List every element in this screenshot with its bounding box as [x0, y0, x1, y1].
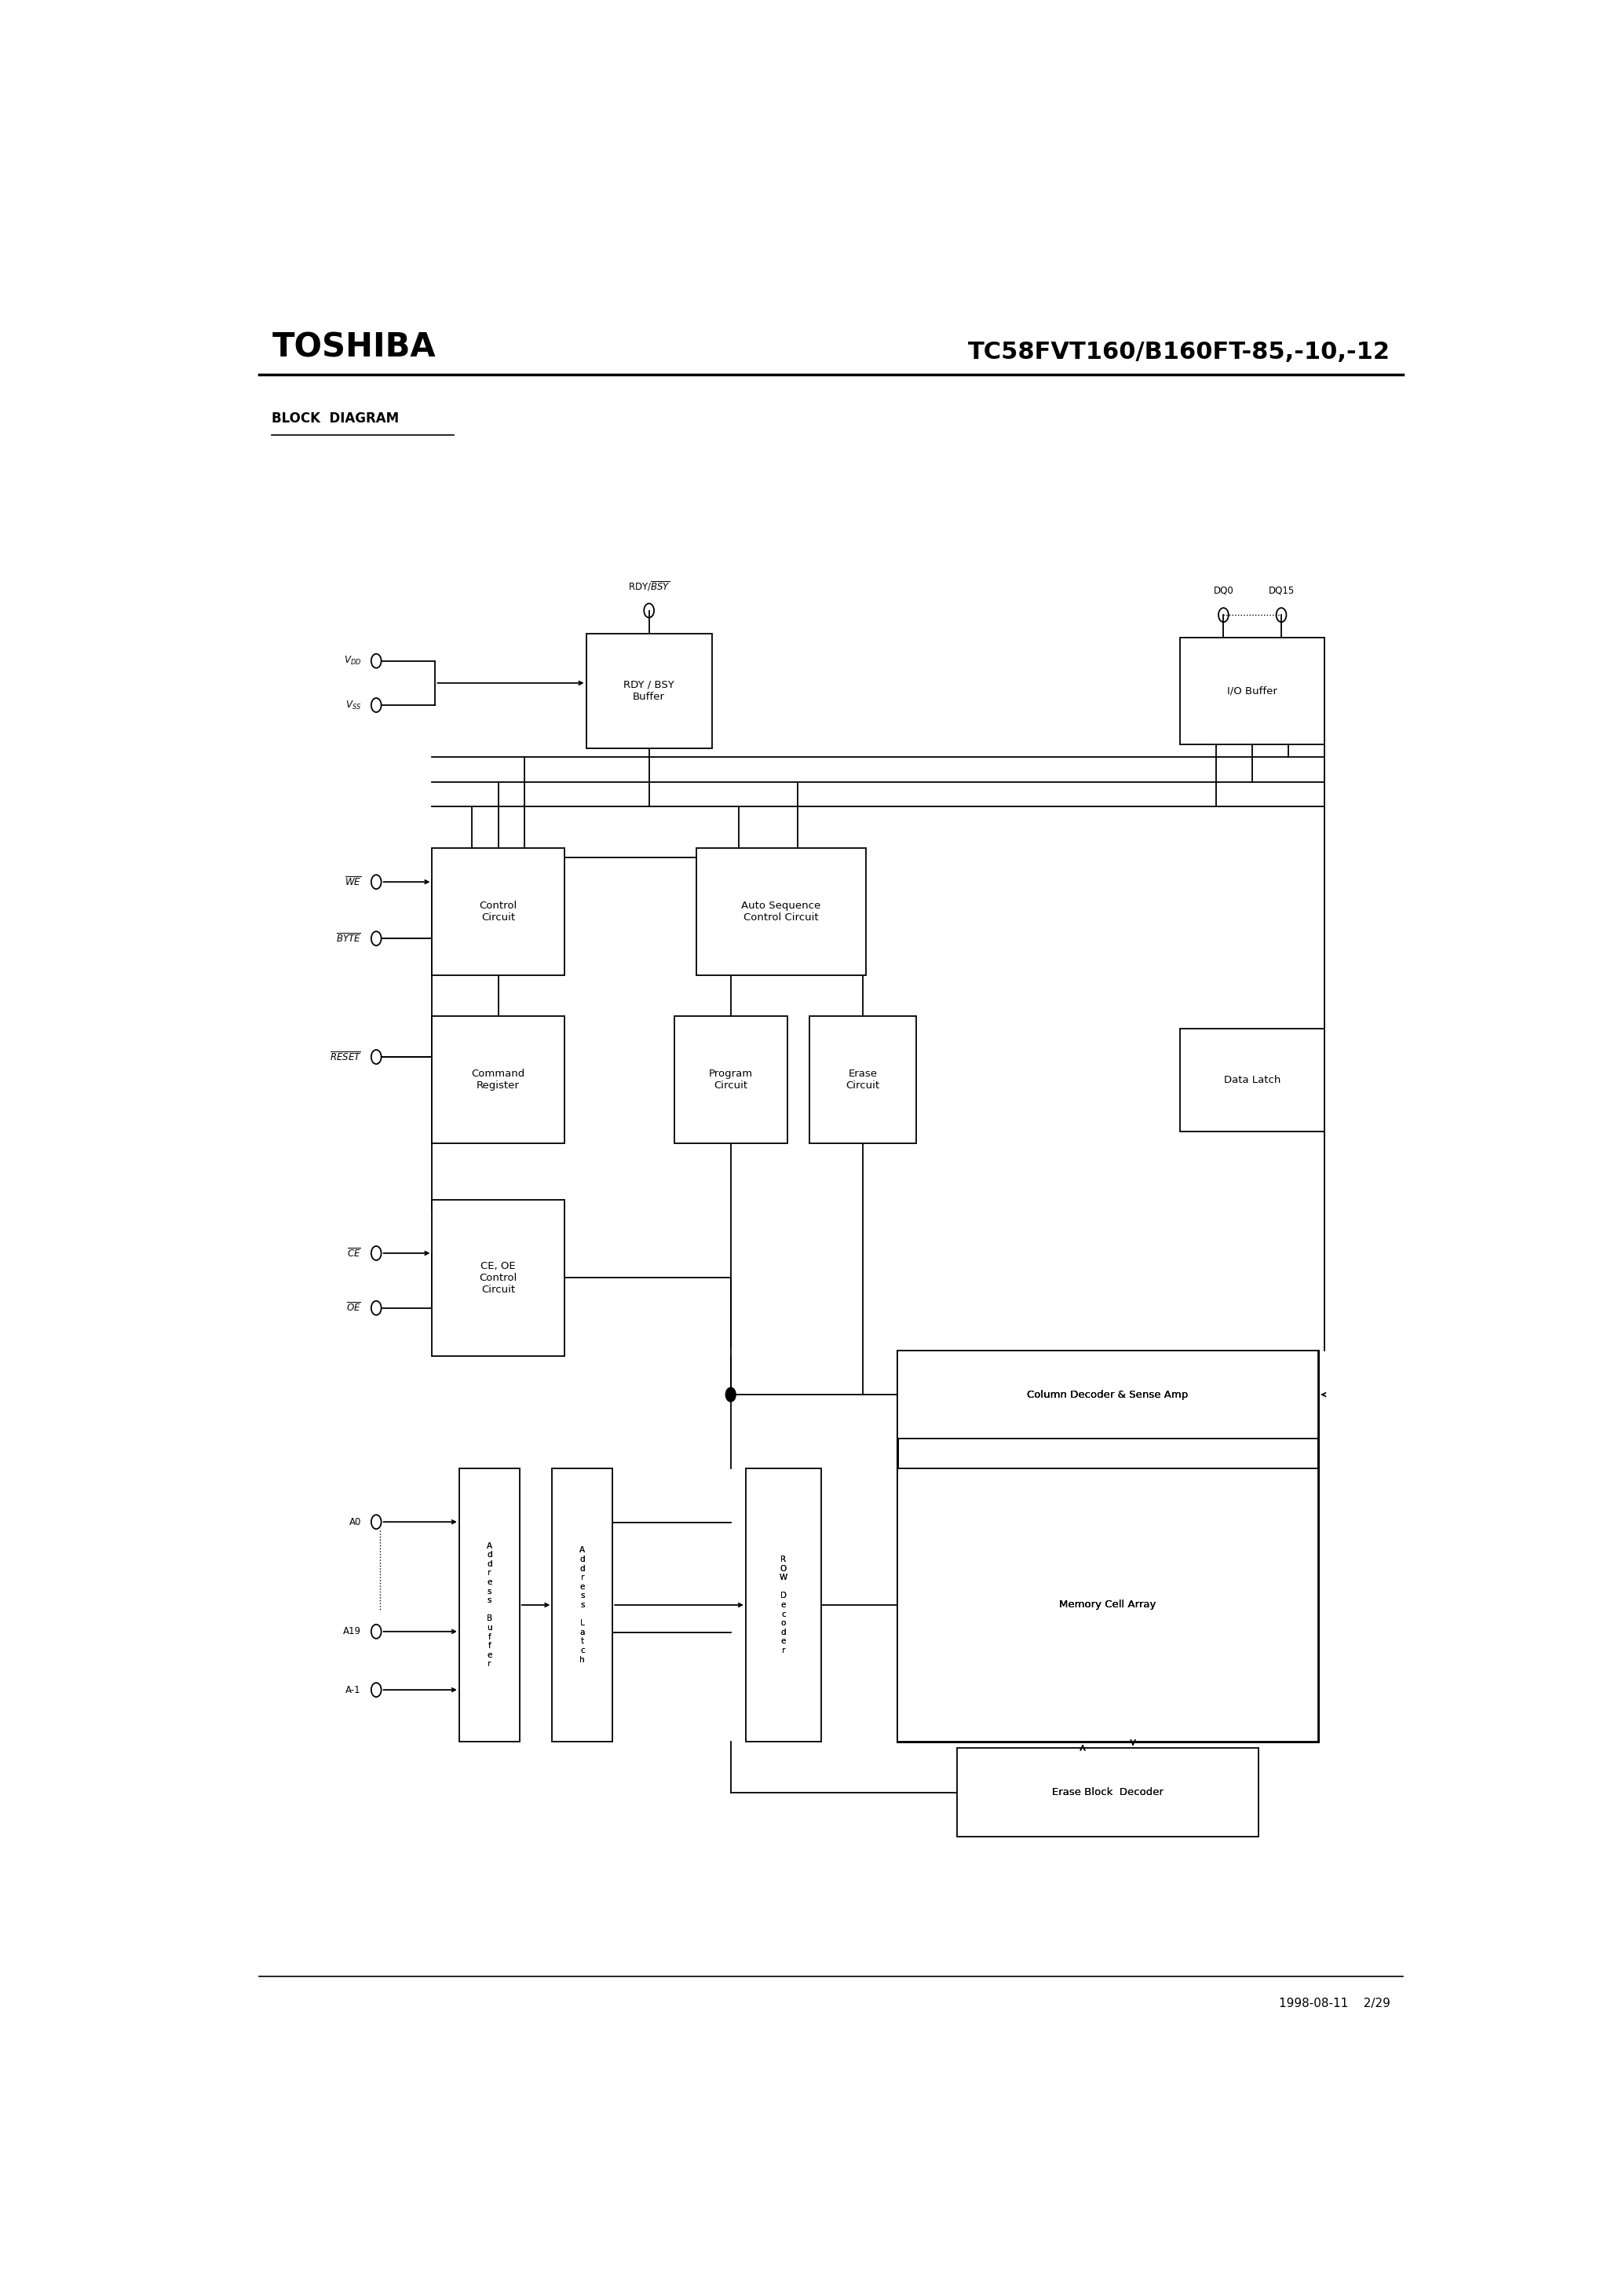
- Text: R
O
W
 
D
e
c
o
d
e
r: R O W D e c o d e r: [780, 1554, 788, 1655]
- Bar: [586, 634, 712, 748]
- Text: RDY/$\overline{BSY}$: RDY/$\overline{BSY}$: [628, 579, 670, 592]
- Bar: [431, 1201, 564, 1355]
- Text: Memory Cell Array: Memory Cell Array: [1059, 1600, 1156, 1609]
- Text: $\overline{OE}$: $\overline{OE}$: [347, 1302, 362, 1313]
- Text: $\overline{CE}$: $\overline{CE}$: [347, 1247, 362, 1258]
- Text: Column Decoder & Sense Amp: Column Decoder & Sense Amp: [1027, 1389, 1189, 1401]
- Text: I/O Buffer: I/O Buffer: [1228, 687, 1278, 696]
- Text: RDY / BSY
Buffer: RDY / BSY Buffer: [623, 680, 675, 703]
- Text: A-1: A-1: [345, 1685, 362, 1694]
- Text: Control
Circuit: Control Circuit: [478, 900, 517, 923]
- Bar: [551, 1467, 613, 1743]
- Text: A19: A19: [344, 1626, 362, 1637]
- Bar: [431, 1017, 564, 1143]
- Text: $V_{SS}$: $V_{SS}$: [345, 700, 362, 712]
- Bar: [897, 1350, 1319, 1440]
- Bar: [696, 847, 866, 976]
- Text: Column Decoder & Sense Amp: Column Decoder & Sense Amp: [1027, 1389, 1189, 1401]
- Text: R
O
W
 
D
e
c
o
d
e
r: R O W D e c o d e r: [780, 1554, 788, 1655]
- Text: $\overline{RESET}$: $\overline{RESET}$: [329, 1052, 362, 1063]
- Text: Memory Cell Array: Memory Cell Array: [1059, 1600, 1156, 1609]
- Text: DQ0: DQ0: [1213, 585, 1234, 595]
- Bar: [957, 1747, 1259, 1837]
- Text: Memory Cell Array: Memory Cell Array: [1059, 1600, 1156, 1609]
- Text: $\overline{BYTE}$: $\overline{BYTE}$: [336, 932, 362, 944]
- Text: Data Latch: Data Latch: [1225, 1075, 1281, 1086]
- Text: Column Decoder & Sense Amp: Column Decoder & Sense Amp: [1027, 1389, 1189, 1401]
- Text: CE, OE
Control
Circuit: CE, OE Control Circuit: [478, 1261, 517, 1295]
- Text: Auto Sequence
Control Circuit: Auto Sequence Control Circuit: [741, 900, 821, 923]
- Text: BLOCK  DIAGRAM: BLOCK DIAGRAM: [272, 411, 399, 425]
- Text: A0: A0: [349, 1518, 362, 1527]
- Text: Erase Block  Decoder: Erase Block Decoder: [1053, 1786, 1163, 1798]
- Bar: [1181, 638, 1325, 744]
- Text: 1998-08-11    2/29: 1998-08-11 2/29: [1280, 1998, 1390, 2009]
- Text: DQ15: DQ15: [1268, 585, 1294, 595]
- Text: A
d
d
r
e
s
s
 
L
a
t
c
h: A d d r e s s L a t c h: [579, 1548, 586, 1665]
- Text: $\overline{WE}$: $\overline{WE}$: [344, 875, 362, 889]
- Bar: [675, 1017, 787, 1143]
- Bar: [1181, 1029, 1325, 1132]
- Bar: [431, 847, 564, 976]
- Text: Program
Circuit: Program Circuit: [709, 1070, 753, 1091]
- Circle shape: [725, 1387, 736, 1401]
- Text: TC58FVT160/B160FT-85,-10,-12: TC58FVT160/B160FT-85,-10,-12: [968, 342, 1390, 365]
- Text: A
d
d
r
e
s
s
 
B
u
f
f
e
r: A d d r e s s B u f f e r: [487, 1543, 491, 1669]
- Text: $V_{DD}$: $V_{DD}$: [344, 654, 362, 666]
- Bar: [746, 1467, 821, 1743]
- Bar: [897, 1350, 1319, 1743]
- Text: TOSHIBA: TOSHIBA: [272, 331, 436, 365]
- Text: Command
Register: Command Register: [472, 1070, 526, 1091]
- Bar: [459, 1467, 519, 1743]
- Text: Erase
Circuit: Erase Circuit: [845, 1070, 879, 1091]
- Text: A
d
d
r
e
s
s
 
B
u
f
f
e
r: A d d r e s s B u f f e r: [487, 1543, 491, 1669]
- Bar: [897, 1467, 1319, 1743]
- Text: A
d
d
r
e
s
s
 
L
a
t
c
h: A d d r e s s L a t c h: [579, 1548, 586, 1665]
- Bar: [809, 1017, 916, 1143]
- Text: Erase Block  Decoder: Erase Block Decoder: [1053, 1786, 1163, 1798]
